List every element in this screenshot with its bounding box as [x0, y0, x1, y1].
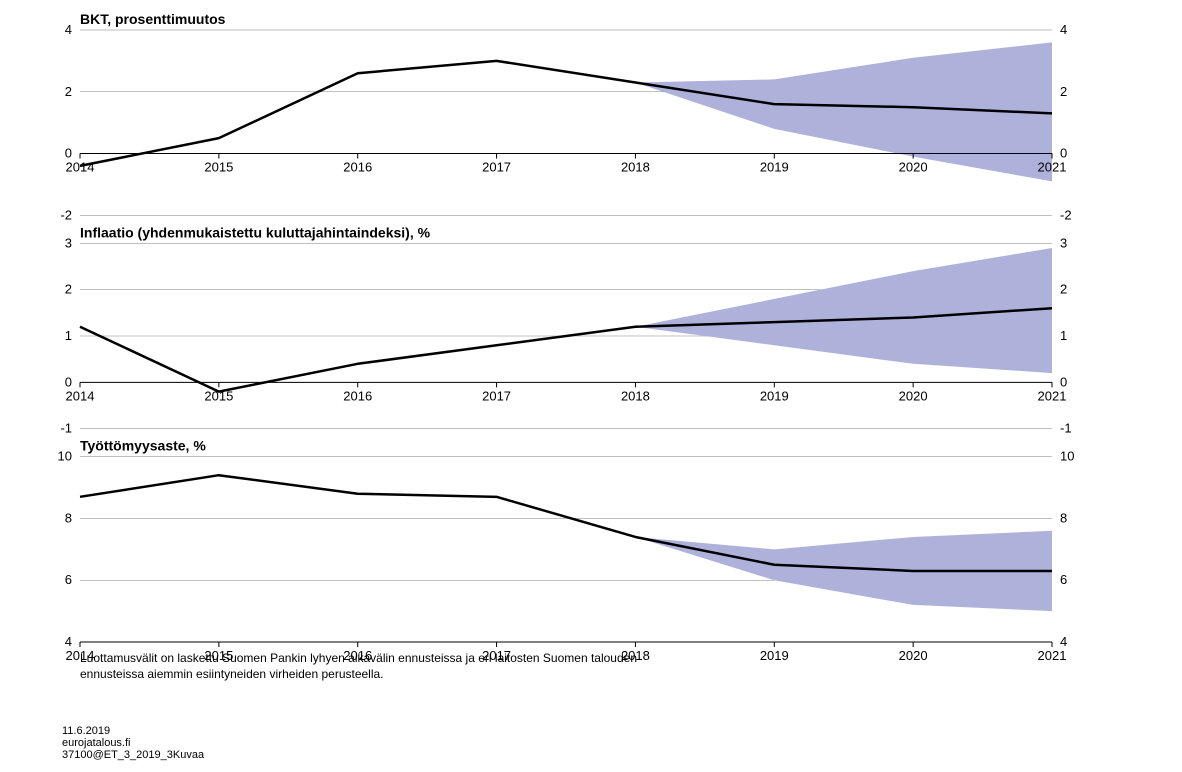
ytick-left: 2 — [65, 282, 72, 297]
footer-source: eurojatalous.fi — [62, 737, 131, 749]
ytick-right: 1 — [1060, 328, 1067, 343]
xtick-label: 2015 — [204, 160, 233, 175]
ytick-right: 8 — [1060, 510, 1067, 525]
ytick-left: 2 — [65, 84, 72, 99]
ytick-left: 4 — [65, 634, 72, 649]
ytick-right: 6 — [1060, 572, 1067, 587]
ytick-left: -2 — [60, 207, 72, 222]
xtick-label: 2016 — [343, 388, 372, 403]
ytick-left: 10 — [58, 449, 72, 464]
ytick-right: 0 — [1060, 146, 1067, 161]
ytick-left: 6 — [65, 572, 72, 587]
uncertainty-fan-1 — [635, 248, 1052, 373]
ytick-left: 4 — [65, 22, 72, 37]
xtick-label: 2021 — [1038, 388, 1067, 403]
ytick-left: -1 — [60, 421, 72, 436]
xtick-label: 2021 — [1038, 648, 1067, 663]
ytick-right: -2 — [1060, 207, 1072, 222]
ytick-left: 0 — [65, 374, 72, 389]
xtick-label: 2021 — [1038, 160, 1067, 175]
economic-forecast-chart: BKT, prosenttimuutos-2-20022442014201520… — [0, 0, 1182, 772]
xtick-label: 2019 — [760, 648, 789, 663]
xtick-label: 2019 — [760, 388, 789, 403]
ytick-left: 8 — [65, 510, 72, 525]
xtick-label: 2020 — [899, 648, 928, 663]
panel-title-2: Työttömyysaste, % — [80, 438, 206, 454]
panel-1: Inflaatio (yhdenmukaistettu kuluttajahin… — [60, 224, 1071, 435]
xtick-label: 2019 — [760, 160, 789, 175]
ytick-right: 2 — [1060, 84, 1067, 99]
ytick-right: 10 — [1060, 449, 1074, 464]
xtick-label: 2018 — [621, 388, 650, 403]
footer-ref: 37100@ET_3_2019_3Kuvaa — [62, 749, 205, 761]
note-line-1: Luottamusvälit on laskettu Suomen Pankin… — [80, 651, 637, 665]
xtick-label: 2020 — [899, 160, 928, 175]
ytick-right: 3 — [1060, 235, 1067, 250]
xtick-label: 2014 — [66, 388, 95, 403]
footer-date: 11.6.2019 — [62, 725, 110, 737]
panel-2: Työttömyysaste, %44668810102014201520162… — [58, 438, 1075, 663]
ytick-left: 1 — [65, 328, 72, 343]
xtick-label: 2018 — [621, 160, 650, 175]
panel-title-1: Inflaatio (yhdenmukaistettu kuluttajahin… — [80, 224, 431, 240]
xtick-label: 2020 — [899, 388, 928, 403]
chart-container: BKT, prosenttimuutos-2-20022442014201520… — [0, 0, 1182, 772]
ytick-left: 3 — [65, 235, 72, 250]
ytick-right: 4 — [1060, 22, 1067, 37]
xtick-label: 2017 — [482, 160, 511, 175]
ytick-right: 2 — [1060, 282, 1067, 297]
ytick-right: -1 — [1060, 421, 1072, 436]
ytick-right: 0 — [1060, 374, 1067, 389]
xtick-label: 2017 — [482, 388, 511, 403]
xtick-label: 2014 — [66, 160, 95, 175]
ytick-left: 0 — [65, 146, 72, 161]
ytick-right: 4 — [1060, 634, 1067, 649]
panel-0: BKT, prosenttimuutos -2 -2 0 0 2 2 4 4 2014 2015 20… — [60, 11, 1071, 222]
note-line-2: ennusteissa aiemmin esiintyneiden virhei… — [80, 667, 384, 681]
panel-title-0: BKT, prosenttimuutos — [80, 11, 226, 27]
xtick-label: 2016 — [343, 160, 372, 175]
